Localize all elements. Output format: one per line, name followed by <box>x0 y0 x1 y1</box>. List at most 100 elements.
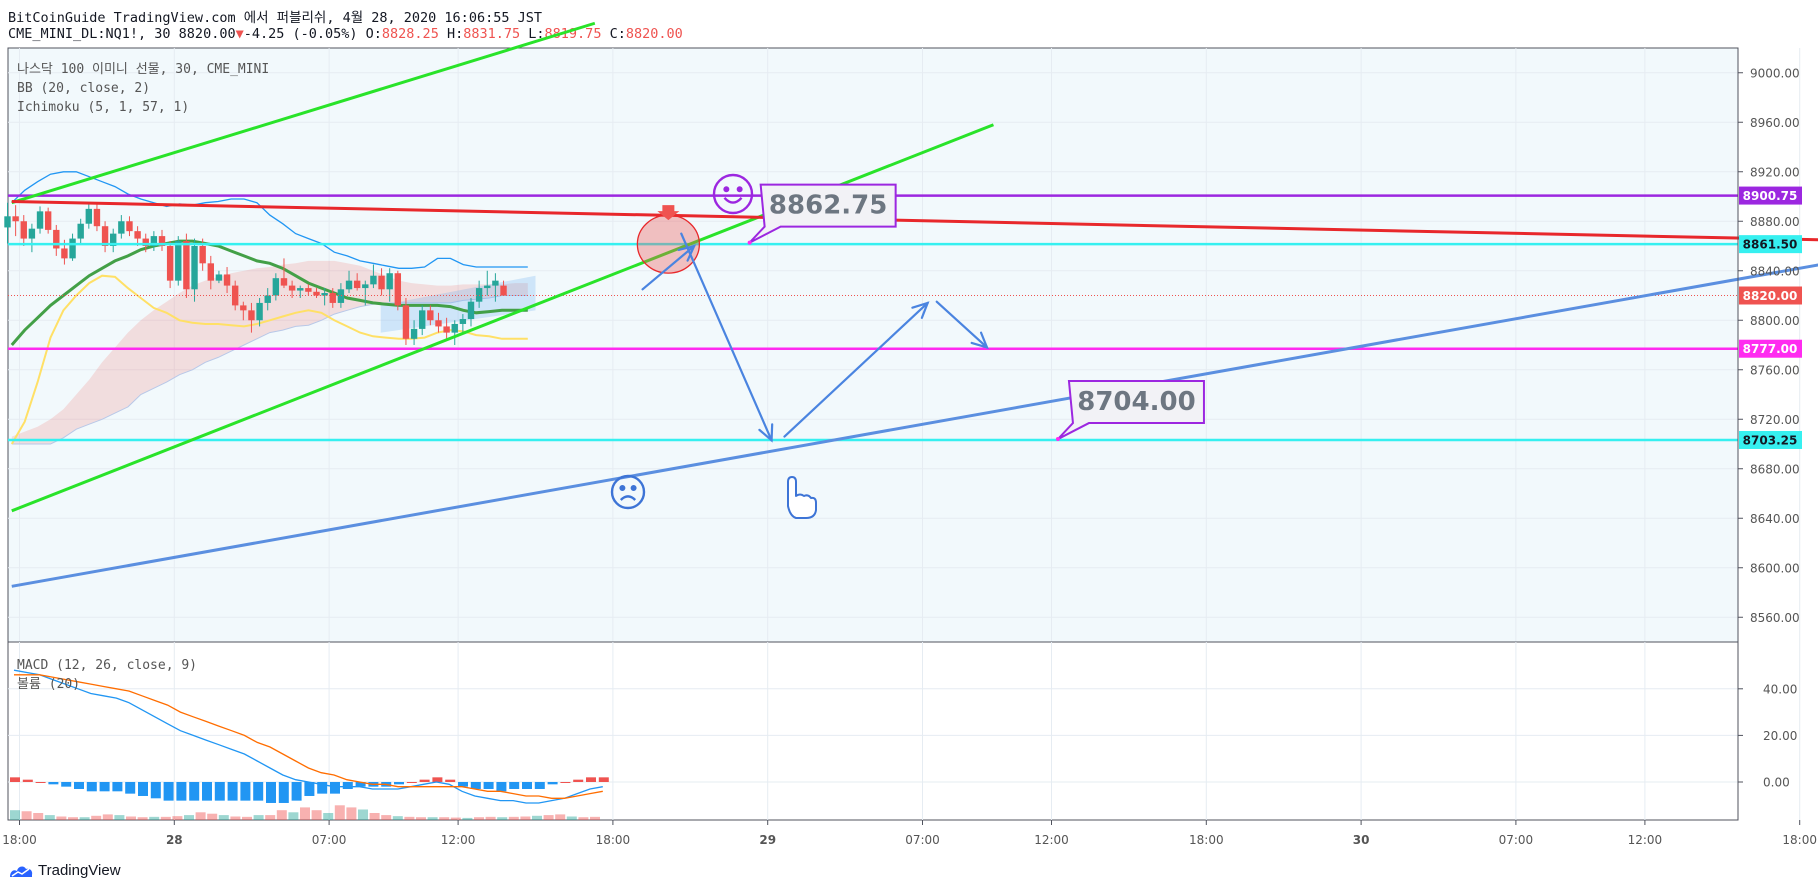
candle-body <box>435 320 442 327</box>
callout-8862-box <box>748 183 897 244</box>
candle[interactable] <box>459 314 467 333</box>
projection-arrows[interactable] <box>641 232 989 443</box>
macd-pane[interactable] <box>7 641 1801 821</box>
close-label: C: <box>609 26 626 42</box>
candle[interactable] <box>419 305 426 336</box>
candle[interactable] <box>44 207 52 234</box>
price-pane[interactable]: 8862.75 8704.00 <box>4 21 1818 643</box>
candle[interactable] <box>191 238 198 302</box>
candle[interactable] <box>475 280 483 308</box>
candle-body <box>451 323 458 333</box>
candle[interactable] <box>288 280 296 298</box>
candle-body <box>427 310 434 321</box>
candle[interactable] <box>240 301 247 321</box>
time-tick-label: 29 <box>759 833 776 847</box>
candle[interactable] <box>93 203 101 232</box>
candle[interactable] <box>28 223 36 253</box>
candle[interactable] <box>345 270 353 294</box>
candle[interactable] <box>451 320 458 345</box>
volume-bar <box>474 817 484 820</box>
candle[interactable] <box>118 215 125 239</box>
time-axis[interactable]: 18:00 28 07:00 12:00 18:00 29 07:00 12:00 18:00 3… <box>2 820 1817 847</box>
symbol-info[interactable]: CME_MINI_DL:NQ1!, 30 8820.00 <box>8 26 236 42</box>
candle[interactable] <box>297 285 304 298</box>
macd-hist-bar <box>278 782 289 803</box>
price-tick-label: 8760.00 <box>1750 363 1800 377</box>
volume-bar <box>172 816 183 820</box>
callout-8862-text: 8862.75 <box>769 191 887 221</box>
candle[interactable] <box>223 267 231 294</box>
macd-hist-bar <box>330 782 340 794</box>
candle[interactable] <box>467 297 475 327</box>
candle[interactable] <box>370 264 377 289</box>
candle-body <box>223 274 231 286</box>
candle[interactable] <box>435 312 442 333</box>
candle[interactable] <box>410 320 418 345</box>
candle[interactable] <box>378 268 385 296</box>
arrow-up-rebound-head <box>911 301 930 319</box>
candle[interactable] <box>305 284 312 296</box>
candle[interactable] <box>77 218 84 244</box>
candle[interactable] <box>256 297 263 327</box>
candle[interactable] <box>248 302 255 333</box>
price-axis[interactable]: 9000.00 8960.00 8920.00 8880.00 8840.00 8800.… <box>1737 48 1802 820</box>
volume-bar <box>427 817 438 820</box>
candle[interactable] <box>386 268 393 302</box>
candle[interactable] <box>280 258 288 289</box>
candle[interactable] <box>166 241 174 289</box>
candle[interactable] <box>12 205 19 237</box>
blue-trendline[interactable] <box>11 263 1818 588</box>
candle[interactable] <box>337 283 345 308</box>
tradingview-logo[interactable]: TradingView <box>8 862 121 879</box>
time-tick-label: 07:00 <box>905 833 940 847</box>
candle[interactable] <box>402 297 410 345</box>
candle[interactable] <box>394 270 402 311</box>
candle[interactable] <box>101 221 109 253</box>
candle[interactable] <box>134 226 141 246</box>
callout-8862[interactable]: 8862.75 <box>747 183 897 245</box>
volume-bar <box>485 816 496 820</box>
callout-8704-box <box>1057 380 1205 440</box>
high-value: 8831.75 <box>463 26 521 42</box>
volume-bar <box>300 807 310 820</box>
candle[interactable] <box>353 273 361 291</box>
red-trendline[interactable] <box>11 199 1818 242</box>
candle[interactable] <box>110 228 117 253</box>
candle[interactable] <box>443 317 450 339</box>
candle-body <box>475 288 483 302</box>
resistance-circle[interactable] <box>636 214 701 274</box>
down-arrow-icon: ▼ <box>235 26 244 42</box>
callout-8704[interactable]: 8704.00 <box>1055 380 1205 442</box>
candle[interactable] <box>500 280 507 296</box>
macd-hist-bar <box>598 777 609 782</box>
candle[interactable] <box>4 202 11 244</box>
candle[interactable] <box>362 280 369 306</box>
candle[interactable] <box>231 280 239 311</box>
green-channel-upper[interactable] <box>11 21 596 205</box>
sell-arrow-icon <box>657 205 680 221</box>
candle[interactable] <box>158 229 166 251</box>
macd-line <box>13 669 603 804</box>
candle[interactable] <box>36 206 44 234</box>
candle[interactable] <box>207 255 214 290</box>
candle[interactable] <box>126 216 133 237</box>
smiley-happy-icon-mouth <box>723 196 743 204</box>
candle[interactable] <box>321 288 328 306</box>
candle[interactable] <box>264 288 271 311</box>
candle[interactable] <box>313 288 320 298</box>
price-tick-label: 8600.00 <box>1750 561 1800 575</box>
candle[interactable] <box>53 224 60 256</box>
candle-body <box>353 280 361 289</box>
candle[interactable] <box>215 270 223 284</box>
candle[interactable] <box>69 233 76 261</box>
arrow-down-to-support-head <box>758 423 774 443</box>
candle[interactable] <box>427 305 434 326</box>
candle[interactable] <box>20 215 27 246</box>
volume-bar <box>114 815 125 820</box>
candle[interactable] <box>85 202 93 229</box>
candle[interactable] <box>492 273 499 302</box>
candle[interactable] <box>150 231 158 251</box>
candle[interactable] <box>484 270 491 296</box>
candle[interactable] <box>329 288 336 308</box>
